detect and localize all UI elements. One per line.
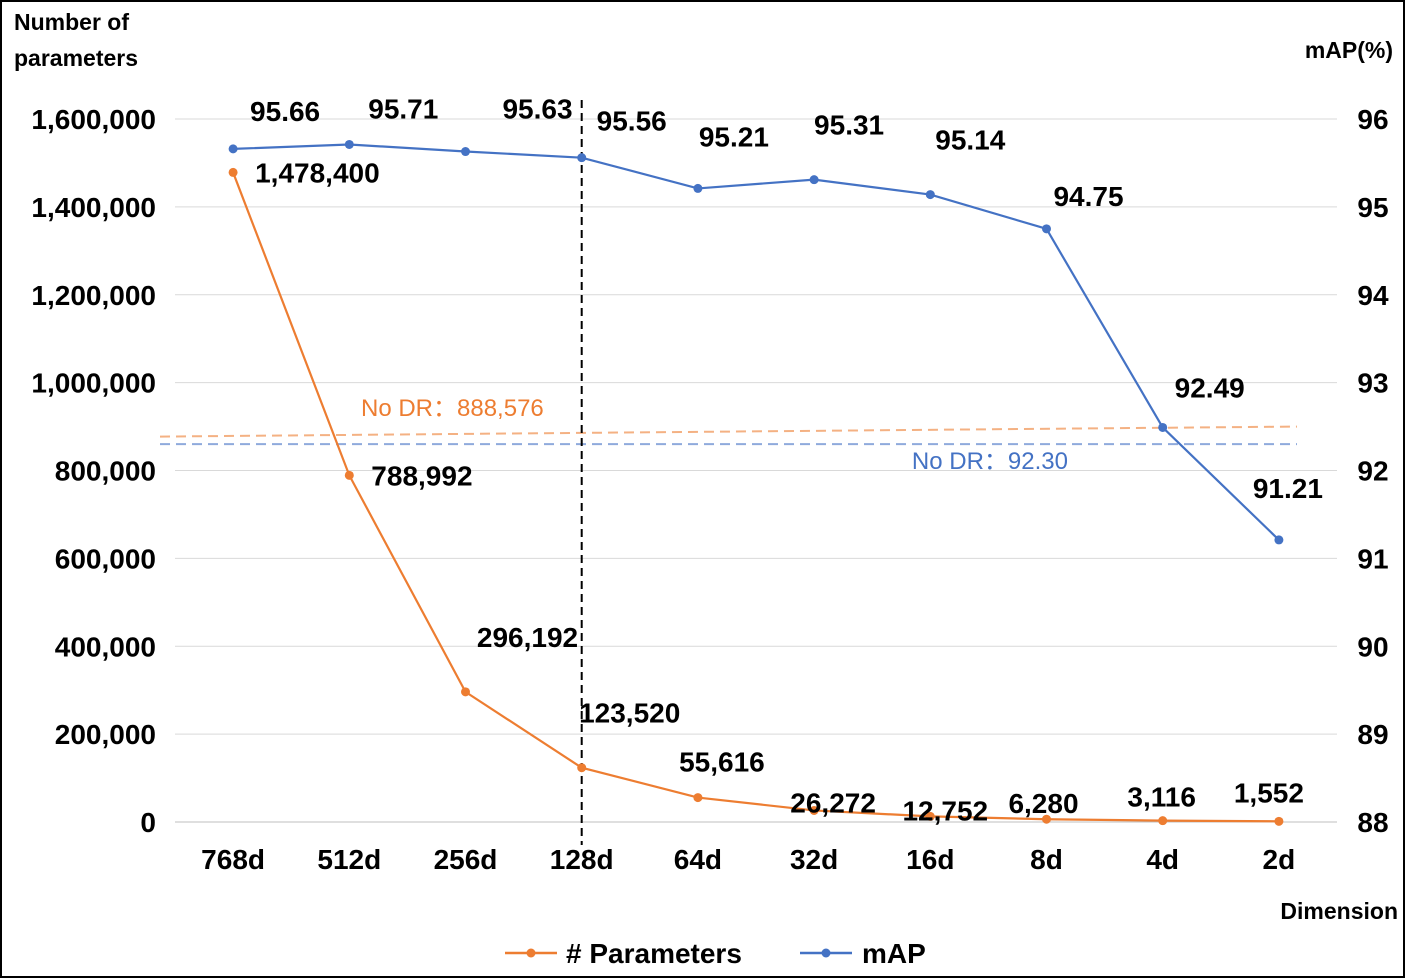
- legend-marker-parameters: [526, 948, 536, 958]
- data-labels: 1,478,400 788,992 296,192 123,520 55,616 26,2…: [250, 93, 1323, 826]
- parameters-data-label: 1,552: [1234, 777, 1304, 808]
- parameters-data-label: 6,280: [1008, 788, 1078, 819]
- y2-tick-label: 93: [1357, 368, 1388, 399]
- x-tick-label: 16d: [906, 844, 954, 875]
- data-point: [228, 144, 238, 154]
- parameters-data-label: 12,752: [902, 795, 988, 826]
- y-tick-label: 800,000: [55, 456, 156, 487]
- series-line: [233, 143, 1280, 541]
- parameters-data-label: 788,992: [371, 460, 472, 491]
- data-point: [809, 805, 819, 815]
- map-data-label: 95.71: [368, 93, 438, 124]
- data-point: [693, 793, 703, 803]
- y2-tick-label: 91: [1357, 543, 1388, 574]
- y2-tick-label: 90: [1357, 631, 1388, 662]
- y-axis-title-line-1: Number of: [14, 9, 129, 35]
- x-tick-label: 128d: [550, 844, 614, 875]
- y-axis-title-line-2: parameters: [14, 45, 138, 71]
- data-point: [461, 687, 470, 697]
- reference-line: [159, 425, 1298, 438]
- x-tick-label: 4d: [1146, 844, 1179, 875]
- parameters-data-label: 296,192: [477, 622, 578, 653]
- map-data-label: 94.75: [1053, 181, 1123, 212]
- x-tick-label: 256d: [434, 844, 498, 875]
- map-data-label: 95.14: [935, 125, 1005, 156]
- data-point: [1042, 814, 1051, 824]
- data-point: [1158, 422, 1168, 432]
- y-tick-label: 1,400,000: [31, 192, 156, 223]
- x-tick-label: 8d: [1030, 844, 1063, 875]
- axis-ticks: 0 200,000 400,000 600,000 800,000 1,000,000 1,…: [31, 104, 1389, 875]
- parameters-data-label: 55,616: [679, 747, 765, 778]
- x-tick-label: 768d: [201, 844, 265, 875]
- data-point: [1274, 816, 1284, 826]
- data-point: [1158, 816, 1168, 826]
- parameters-data-label: 1,478,400: [255, 157, 380, 188]
- data-point: [344, 139, 354, 149]
- data-point: [344, 470, 354, 480]
- data-point: [809, 175, 819, 185]
- reference-line-label: No DR：92.30: [912, 448, 1068, 475]
- x-tick-label: 2d: [1263, 844, 1296, 875]
- data-point: [577, 763, 587, 773]
- data-point: [228, 167, 238, 177]
- parameters-data-label: 3,116: [1127, 782, 1196, 813]
- y2-tick-label: 96: [1357, 104, 1388, 135]
- legend: # Parameters mAP: [505, 938, 926, 969]
- x-tick-label: 512d: [317, 844, 381, 875]
- series-lines: [228, 139, 1284, 826]
- map-data-label: 95.31: [814, 110, 884, 141]
- y2-tick-label: 95: [1357, 192, 1388, 223]
- x-tick-label: 32d: [790, 844, 838, 875]
- y-tick-label: 1,600,000: [31, 104, 156, 135]
- data-point: [925, 190, 935, 200]
- y2-tick-label: 92: [1357, 456, 1388, 487]
- legend-marker-map: [821, 948, 831, 958]
- series-line: [232, 172, 1279, 823]
- y-tick-label: 400,000: [55, 631, 156, 662]
- parameters-data-label: 123,520: [579, 698, 680, 729]
- reference-lines: No DR：888,576 No DR：92.30: [159, 395, 1298, 475]
- data-point: [693, 183, 703, 193]
- y-tick-label: 1,200,000: [31, 280, 156, 311]
- y-tick-label: 200,000: [55, 719, 156, 750]
- y2-tick-label: 88: [1357, 807, 1388, 838]
- data-point: [1042, 224, 1051, 234]
- map-data-label: 95.56: [597, 106, 667, 137]
- map-data-label: 95.66: [250, 96, 320, 127]
- data-point: [925, 811, 935, 821]
- parameters-data-label: 26,272: [790, 787, 876, 818]
- y2-tick-label: 94: [1357, 280, 1389, 311]
- x-axis-title: Dimension: [1280, 898, 1398, 924]
- map-data-label: 91.21: [1253, 473, 1323, 504]
- data-point: [577, 153, 587, 163]
- data-point: [461, 147, 470, 157]
- x-tick-label: 64d: [674, 844, 722, 875]
- map-data-label: 95.21: [699, 121, 769, 152]
- y-tick-label: 1,000,000: [31, 368, 156, 399]
- y-tick-label: 0: [140, 807, 156, 838]
- map-data-label: 92.49: [1175, 372, 1245, 403]
- map-data-label: 95.63: [502, 94, 572, 125]
- gridlines: [175, 118, 1337, 823]
- data-point: [1274, 535, 1284, 545]
- y-tick-label: 600,000: [55, 543, 156, 574]
- y2-tick-label: 89: [1357, 719, 1388, 750]
- legend-label-map: mAP: [862, 938, 926, 969]
- legend-label-parameters: # Parameters: [566, 938, 742, 969]
- reference-line-label: No DR：888,576: [361, 395, 544, 422]
- y2-axis-title: mAP(%): [1305, 37, 1393, 63]
